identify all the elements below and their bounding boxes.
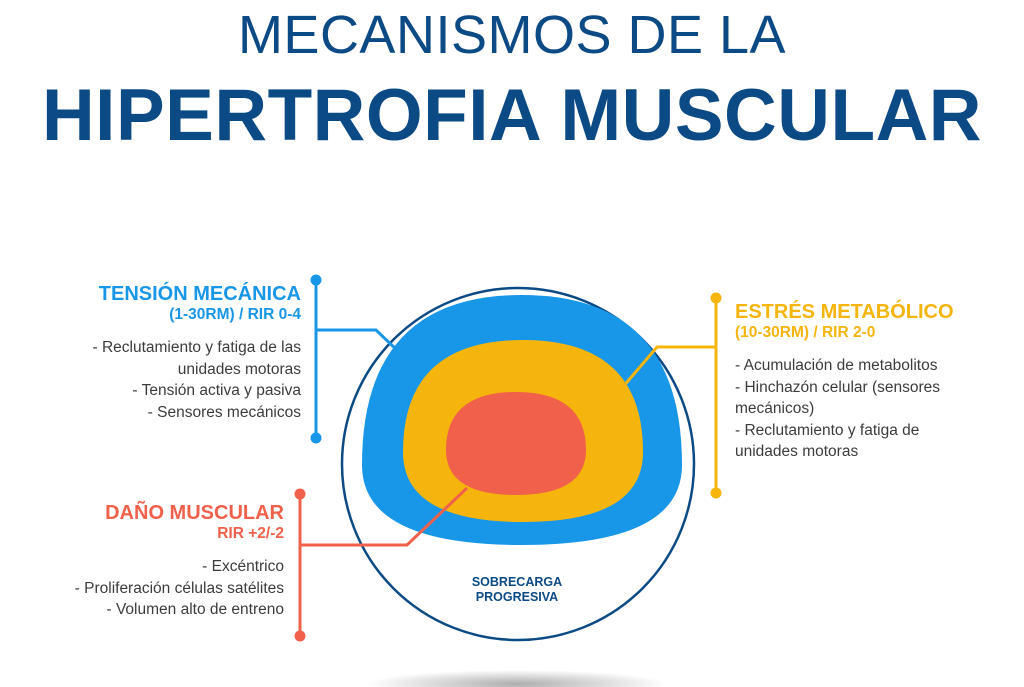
list-item: - Excéntrico bbox=[202, 558, 284, 575]
list-item: - Tensión activa y pasiva bbox=[132, 382, 301, 399]
list-item: - Acumulación de metabolitos bbox=[735, 357, 938, 374]
stress-block: ESTRÉS METABÓLICO (10-30RM) / RIR 2-0 - … bbox=[735, 301, 954, 463]
list-item: - Proliferación células satélites bbox=[74, 579, 284, 597]
list-item: unidades motoras bbox=[735, 443, 859, 460]
damage-connector bbox=[298, 486, 469, 636]
list-item: - Hinchazón celular (sensores bbox=[735, 378, 941, 396]
tension-block: TENSIÓN MECÁNICA (1-30RM) / RIR 0-4 - Re… bbox=[93, 283, 302, 423]
tension-connector bbox=[314, 280, 402, 438]
stress-subtitle: (10-30RM) / RIR 2-0 bbox=[735, 324, 876, 341]
tension-connector-dot-bottom bbox=[310, 432, 322, 444]
center-label-line-2: PROGRESIVA bbox=[475, 590, 559, 604]
list-item: - Reclutamiento y fatiga de las bbox=[92, 339, 302, 356]
progressive-overload-label: SOBRECARGA PROGRESIVA bbox=[432, 575, 602, 605]
title-line-2: HIPERTROFIA MUSCULAR bbox=[41, 75, 983, 156]
stress-connector-dot-bottom bbox=[710, 487, 722, 499]
tension-subtitle: (1-30RM) / RIR 0-4 bbox=[169, 306, 301, 323]
stress-connector-dot-top bbox=[710, 292, 722, 304]
damage-connector-dot-top bbox=[294, 488, 306, 500]
title-line-1: MECANISMOS DE LA bbox=[237, 5, 787, 65]
damage-title: DAÑO MUSCULAR bbox=[105, 502, 284, 524]
tension-title: TENSIÓN MECÁNICA bbox=[98, 283, 301, 305]
damage-subtitle: RIR +2/-2 bbox=[217, 525, 284, 542]
stress-list: - Acumulación de metabolitos - Hinchazón… bbox=[735, 355, 954, 463]
stress-title: ESTRÉS METABÓLICO bbox=[735, 301, 954, 323]
damage-list: - Excéntrico - Proliferación células sat… bbox=[75, 556, 284, 621]
list-item: - Reclutamiento y fatiga de bbox=[735, 421, 920, 439]
tension-list: - Reclutamiento y fatiga de las unidades… bbox=[93, 337, 302, 423]
list-item: mecánicos) bbox=[735, 400, 815, 417]
list-item: - Sensores mecánicos bbox=[147, 403, 301, 421]
damage-connector-dot-bottom bbox=[294, 630, 306, 642]
tension-connector-dot-top bbox=[310, 274, 322, 286]
damage-block: DAÑO MUSCULAR RIR +2/-2 - Excéntrico - P… bbox=[75, 502, 284, 621]
damage-layer bbox=[446, 392, 586, 495]
center-label-line-1: SOBRECARGA bbox=[471, 575, 563, 589]
stress-connector bbox=[620, 298, 718, 493]
floor-shadow bbox=[367, 670, 667, 687]
list-item: unidades motoras bbox=[177, 360, 301, 378]
list-item: - Volumen alto de entreno bbox=[106, 601, 284, 618]
